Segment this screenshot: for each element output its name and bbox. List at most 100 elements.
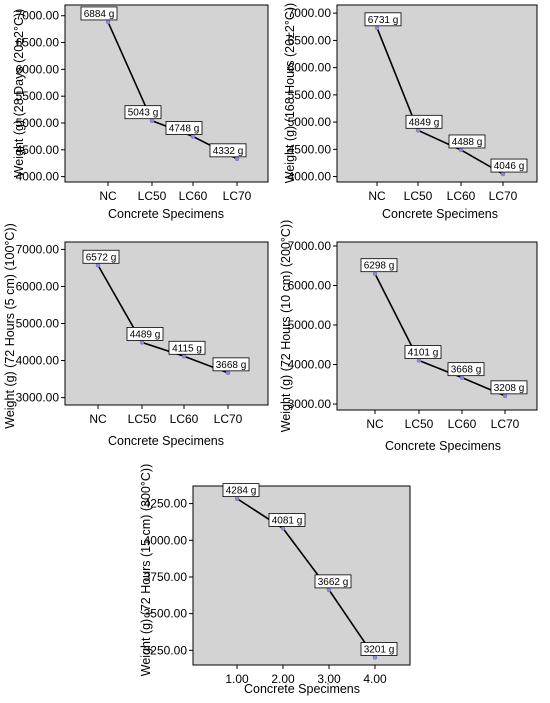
data-label-box: [360, 642, 398, 656]
chart-panel-3: 3000.00 4000.00 5000.00 6000.00 7000.00 NC LC5…: [3, 223, 269, 448]
data-label: 3668 g: [451, 365, 482, 376]
x-tick-label: LC50: [138, 189, 167, 203]
data-label-box: [126, 327, 164, 341]
x-tick-label: 2.00: [271, 672, 295, 686]
data-label: 4488 g: [452, 137, 483, 148]
x-axis-title: Concrete Specimens: [108, 207, 224, 221]
y-tick-label: 5000.00: [16, 317, 60, 331]
x-tick-label: 3.00: [317, 672, 341, 686]
plot-area: [336, 4, 538, 183]
data-label-box: [360, 258, 398, 273]
chart-panel-4: 3000.00 4000.00 5000.00 6000.00 7000.00 NC LC5…: [279, 220, 538, 453]
data-label: 4115 g: [172, 343, 202, 354]
y-axis-title: Weight (g) (72 Hours (15 cm) (300°C)): [139, 464, 153, 676]
data-label-box: [80, 6, 118, 21]
y-tick-label: 3500.00: [144, 607, 188, 621]
y-tick-label: 4000.00: [16, 170, 60, 184]
data-label-box: [212, 357, 250, 372]
x-tick-label: NC: [89, 412, 107, 426]
x-tick-label: NC: [368, 189, 386, 203]
y-tick-label: 6500.00: [288, 33, 332, 47]
data-point: [139, 340, 145, 345]
data-label-box: [448, 134, 486, 149]
chart-panel-2: 4000.00 4500.00 5000.00 5500.00 6000.00 6500.…: [283, 3, 538, 221]
x-tick-label: LC70: [491, 417, 520, 431]
y-tick-label: 4500.00: [16, 143, 60, 157]
y-tick-label: 4000.00: [16, 354, 60, 368]
data-label: 4489 g: [130, 329, 161, 340]
data-label-box: [209, 143, 247, 158]
data-label: 3662 g: [318, 577, 349, 588]
data-point: [105, 19, 111, 25]
data-point: [458, 147, 464, 153]
data-label-box: [405, 114, 443, 129]
x-tick-label: 4.00: [363, 672, 387, 686]
y-tick-label: 7000.00: [16, 242, 60, 256]
series-line: [97, 264, 229, 374]
data-point: [149, 118, 155, 123]
y-tick-label: 6000.00: [288, 61, 332, 75]
data-label-box: [268, 513, 306, 527]
x-tick-label: LC50: [128, 412, 157, 426]
x-tick-label: LC50: [404, 189, 433, 203]
x-tick-label: LC50: [405, 417, 434, 431]
data-point: [234, 156, 240, 162]
data-label: 3208 g: [494, 383, 525, 394]
data-point: [415, 128, 421, 133]
data-label: 4046 g: [494, 161, 525, 172]
x-axis-title: Concrete Specimens: [382, 207, 498, 221]
data-label-box: [314, 574, 352, 589]
y-tick-label: 3750.00: [144, 570, 188, 584]
data-label: 4081 g: [272, 515, 303, 526]
y-tick-label: 6000.00: [288, 278, 332, 292]
y-tick-label: 7000.00: [288, 239, 332, 253]
x-tick-label: LC60: [170, 412, 199, 426]
data-point: [326, 587, 332, 593]
x-tick-label: 1.00: [225, 672, 249, 686]
y-axis-title: Weight (g) (72 Hours (10 cm) (200°C)): [279, 220, 293, 432]
data-point: [500, 171, 506, 177]
x-tick-label: LC60: [448, 417, 477, 431]
y-tick-label: 5000.00: [288, 318, 332, 332]
data-label: 4849 g: [409, 117, 440, 128]
data-label: 4284 g: [226, 486, 257, 497]
y-tick-label: 5500.00: [16, 89, 60, 103]
data-label: 6884 g: [84, 9, 115, 20]
y-tick-label: 3250.00: [144, 643, 188, 657]
y-tick-label: 6500.00: [16, 36, 60, 50]
y-tick-label: 3000.00: [16, 391, 60, 405]
data-point: [374, 25, 380, 31]
x-tick-label: LC70: [489, 189, 518, 203]
y-tick-label: 5000.00: [288, 115, 332, 129]
data-point: [234, 496, 240, 501]
x-tick-label: NC: [99, 189, 117, 203]
y-axis-title: Weight (g) (168 Hours (20±2°C)): [283, 3, 297, 183]
data-label-box: [447, 362, 485, 377]
data-label-box: [404, 345, 442, 359]
series-line: [376, 27, 504, 175]
data-label-box: [165, 121, 203, 135]
y-tick-label: 5000.00: [16, 116, 60, 130]
data-label-box: [168, 340, 206, 355]
x-tick-label: LC70: [214, 412, 243, 426]
chart-panel-1: 4000.00 4500.00 5000.00 5500.00 6000.00 6500.…: [12, 4, 269, 221]
plot-area: [64, 241, 269, 406]
x-tick-label: LC60: [179, 189, 208, 203]
data-label: 4748 g: [169, 124, 200, 135]
data-label: 3201 g: [364, 645, 395, 656]
data-point: [459, 375, 465, 380]
data-label-box: [490, 158, 528, 173]
data-label: 3668 g: [216, 360, 247, 371]
x-axis-title: Concrete Specimens: [385, 439, 501, 453]
plot-area: [192, 485, 411, 666]
y-tick-label: 4000.00: [288, 358, 332, 372]
y-tick-label: 4000.00: [144, 533, 188, 547]
y-tick-label: 4250.00: [144, 497, 188, 511]
data-label: 4101 g: [408, 348, 439, 359]
y-tick-label: 6000.00: [16, 279, 60, 293]
chart-panel-5: 3250.00 3500.00 3750.00 4000.00 4250.00 1.00 2…: [139, 464, 411, 696]
x-axis-title: Concrete Specimens: [108, 434, 224, 448]
data-label-box: [124, 105, 162, 120]
y-tick-label: 3000.00: [288, 397, 332, 411]
